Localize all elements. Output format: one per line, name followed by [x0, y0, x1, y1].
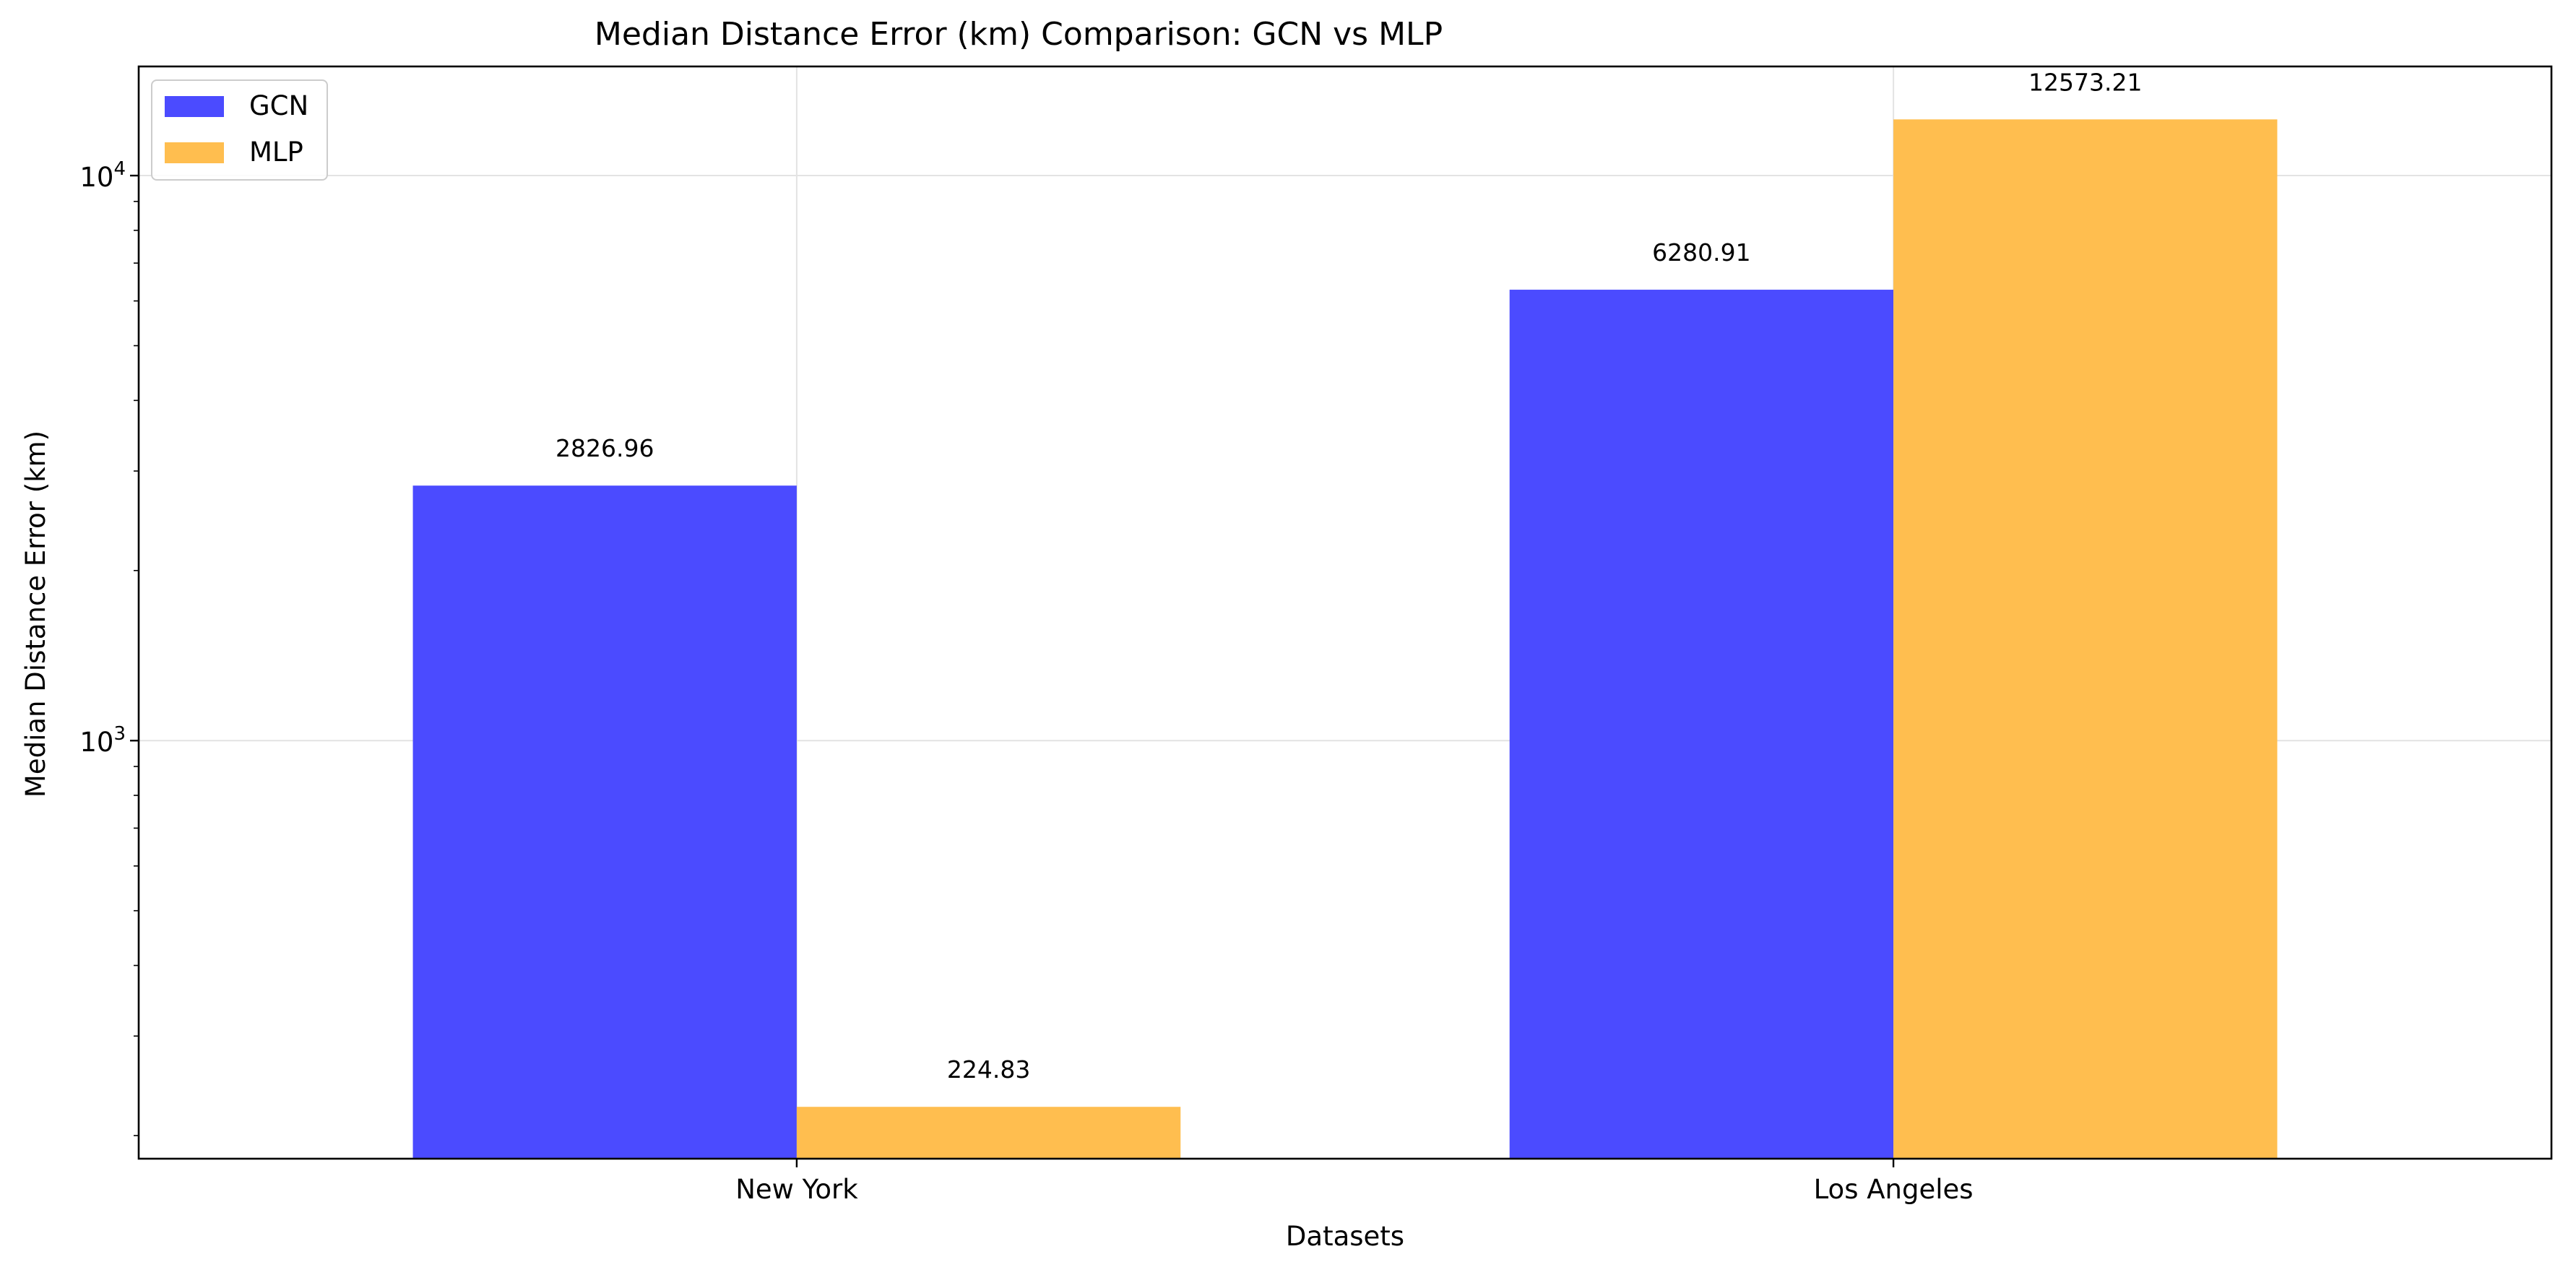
bar: [412, 485, 797, 1159]
plot-frame: [137, 65, 2553, 1160]
chart-title: Median Distance Error (km) Comparison: G…: [595, 16, 1443, 53]
x-tick-label: New York: [735, 1174, 858, 1205]
legend-swatch: [165, 142, 224, 163]
y-tick-label: 103: [79, 723, 126, 758]
data-labels: 2826.96 6280.91 224.83 12573.21: [556, 68, 2143, 1084]
axis-ticks: 103 104 New York Los Angeles: [79, 158, 1973, 1205]
legend-swatch: [165, 96, 224, 117]
legend: GCN MLP: [151, 79, 328, 181]
legend-label: MLP: [249, 137, 303, 168]
bar: [1893, 119, 2278, 1159]
x-axis-label: Datasets: [1286, 1221, 1404, 1252]
bar-value-label: 6280.91: [1652, 238, 1750, 267]
bar-value-label: 2826.96: [556, 434, 654, 462]
legend-label: GCN: [249, 90, 308, 121]
bars: [412, 119, 2278, 1159]
bar-value-label: 224.83: [947, 1055, 1030, 1084]
y-axis-label: Median Distance Error (km): [20, 431, 51, 798]
x-tick-label: Los Angeles: [1814, 1174, 1974, 1205]
bar: [1509, 290, 1894, 1159]
bar-value-label: 12573.21: [2028, 68, 2142, 96]
bar: [796, 1107, 1181, 1159]
y-tick-label: 104: [79, 158, 126, 193]
